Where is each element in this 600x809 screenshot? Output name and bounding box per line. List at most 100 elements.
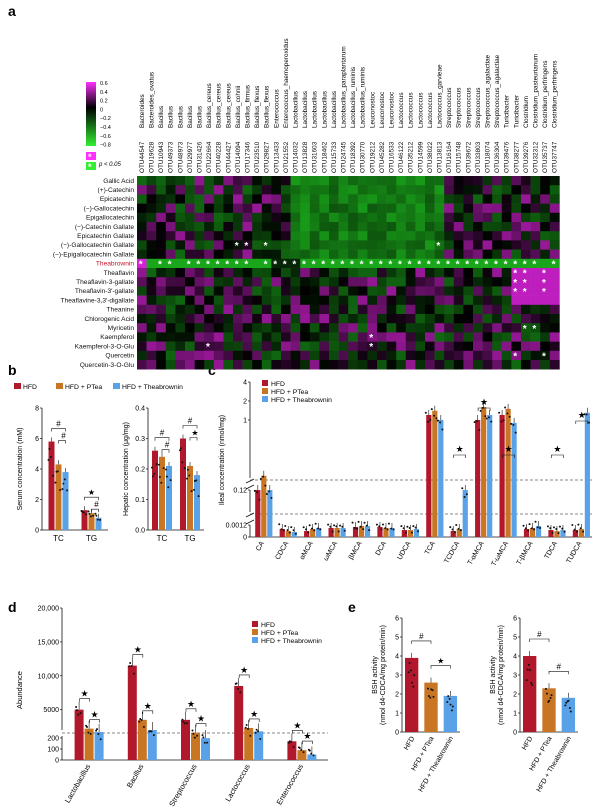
heatmap-row-label: Epicatechin (100, 196, 134, 203)
significance-star: * (235, 241, 239, 252)
heatmap-cell (300, 295, 311, 306)
heatmap-cell (521, 304, 531, 315)
data-point (441, 428, 444, 431)
heatmap-cell (290, 286, 301, 296)
heatmap-cell (185, 249, 195, 260)
heatmap-column-genus: Lactobacillus_ruminis (350, 67, 357, 128)
heatmap-cell (521, 332, 531, 342)
heatmap-cell (204, 203, 215, 214)
heatmap-cell (338, 249, 349, 260)
colorbar-tick-label: −0.6 (100, 134, 111, 140)
heatmap-column-otu: OTU45282 (379, 141, 386, 173)
heatmap-cell (338, 203, 349, 214)
heatmap-cell (309, 295, 320, 306)
heatmap-cell (185, 295, 195, 306)
significance-star: * (513, 351, 517, 362)
heatmap-cell (271, 360, 282, 370)
data-point (551, 531, 554, 534)
heatmap-cell (165, 203, 176, 214)
heatmap-cell (271, 277, 282, 287)
heatmap-cell (415, 249, 426, 260)
heatmap-cell (137, 212, 147, 223)
data-point (95, 729, 98, 732)
heatmap-cell (386, 203, 397, 214)
heatmap-cell (377, 212, 387, 223)
heatmap-column-genus: Lactococcus (417, 92, 424, 128)
heatmap-cell (453, 203, 464, 214)
heatmap-cell (175, 360, 186, 370)
heatmap-cell (146, 185, 157, 195)
data-point (335, 525, 338, 528)
heatmap-cell (300, 222, 311, 232)
significance-bracket (302, 740, 313, 745)
heatmap-cell (290, 341, 301, 352)
heatmap-cell (540, 222, 551, 232)
heatmap-cell (396, 268, 407, 278)
heatmap-row-label: Quercetin (105, 353, 134, 360)
heatmap-cell (367, 212, 378, 223)
legend-swatch (262, 388, 268, 394)
data-point (339, 524, 342, 527)
legend-swatch (262, 396, 268, 402)
heatmap-cell (425, 360, 435, 370)
heatmap-row-label: Theaflavin (104, 270, 135, 277)
heatmap-cell (319, 231, 330, 241)
bar (523, 656, 537, 732)
heatmap-cell (252, 194, 263, 204)
y-tick-label: 1 (395, 711, 399, 718)
significance-star: * (196, 259, 200, 270)
data-point (282, 529, 285, 532)
heatmap-cell (405, 314, 416, 324)
y-tick-label: 0.4 (135, 406, 145, 413)
bar (255, 490, 261, 537)
heatmap-cell (492, 185, 503, 195)
data-point (153, 472, 156, 475)
heatmap-cell (405, 268, 416, 278)
heatmap-cell (223, 258, 234, 269)
data-point (288, 740, 291, 743)
heatmap-cell (348, 249, 359, 260)
heatmap-cell (156, 268, 167, 278)
heatmap-cell (348, 295, 359, 306)
bar (244, 727, 254, 760)
heatmap-cell (444, 231, 455, 241)
colorbar-tick-label: −0.8 (100, 143, 111, 149)
x-category-label: TC (157, 534, 168, 543)
heatmap-cell (204, 314, 215, 324)
heatmap-cell (405, 332, 416, 342)
y-tick-label: 8 (35, 406, 39, 413)
heatmap-cell (530, 212, 541, 223)
bar (432, 410, 438, 537)
data-point (327, 523, 330, 526)
heatmap-cell (386, 185, 397, 195)
heatmap-cell (185, 176, 195, 186)
heatmap-cell (453, 176, 464, 186)
data-point (412, 685, 415, 688)
data-point (158, 476, 161, 479)
heatmap-cell (165, 295, 176, 306)
heatmap-cell (165, 212, 176, 223)
heatmap-cell (271, 194, 282, 204)
x-category-label: TUDCA (565, 540, 583, 565)
heatmap-cell (367, 194, 378, 204)
x-category-label: Enterococcus (275, 762, 306, 806)
heatmap-cell (223, 194, 234, 204)
heatmap-cell (223, 323, 234, 333)
heatmap-cell (213, 176, 224, 186)
data-point (61, 488, 64, 491)
heatmap-column-genus: Streptococcus_agalactiae (494, 54, 501, 128)
heatmap-cell (530, 304, 541, 315)
bar (358, 526, 365, 537)
heatmap-cell (521, 341, 531, 352)
y-axis-title: Ileal concentration (nmol/mg) (219, 415, 226, 505)
data-point (258, 498, 261, 501)
data-point (573, 528, 576, 531)
heatmap-cell (396, 203, 407, 214)
heatmap-cell (233, 268, 243, 278)
heatmap-cell (329, 258, 339, 269)
heatmap-cell (223, 277, 234, 287)
data-point (473, 421, 476, 424)
data-point (459, 529, 462, 532)
heatmap-cell (463, 203, 474, 214)
heatmap-cell (453, 323, 464, 333)
